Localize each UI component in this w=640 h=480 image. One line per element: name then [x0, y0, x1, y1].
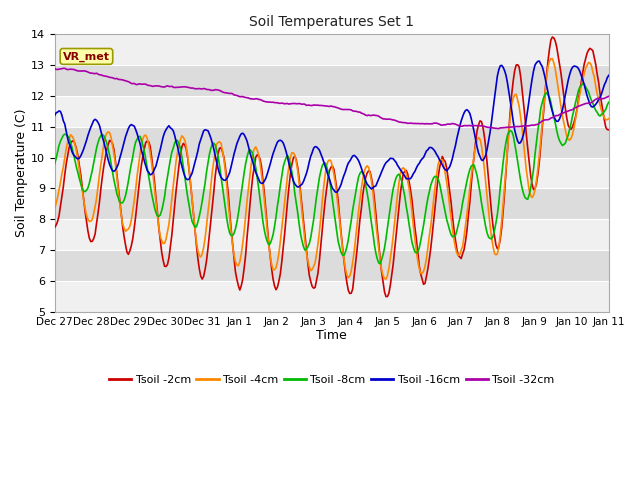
X-axis label: Time: Time: [316, 329, 347, 342]
Legend: Tsoil -2cm, Tsoil -4cm, Tsoil -8cm, Tsoil -16cm, Tsoil -32cm: Tsoil -2cm, Tsoil -4cm, Tsoil -8cm, Tsoi…: [104, 371, 559, 389]
Bar: [54, 65, 609, 96]
Title: Soil Temperatures Set 1: Soil Temperatures Set 1: [249, 15, 414, 29]
Y-axis label: Soil Temperature (C): Soil Temperature (C): [15, 109, 28, 237]
Text: VR_met: VR_met: [63, 51, 110, 61]
Bar: [54, 96, 609, 127]
Bar: [54, 219, 609, 250]
Bar: [54, 157, 609, 189]
Bar: [54, 127, 609, 157]
Bar: [54, 189, 609, 219]
Bar: [54, 35, 609, 65]
Bar: [54, 281, 609, 312]
Bar: [54, 250, 609, 281]
